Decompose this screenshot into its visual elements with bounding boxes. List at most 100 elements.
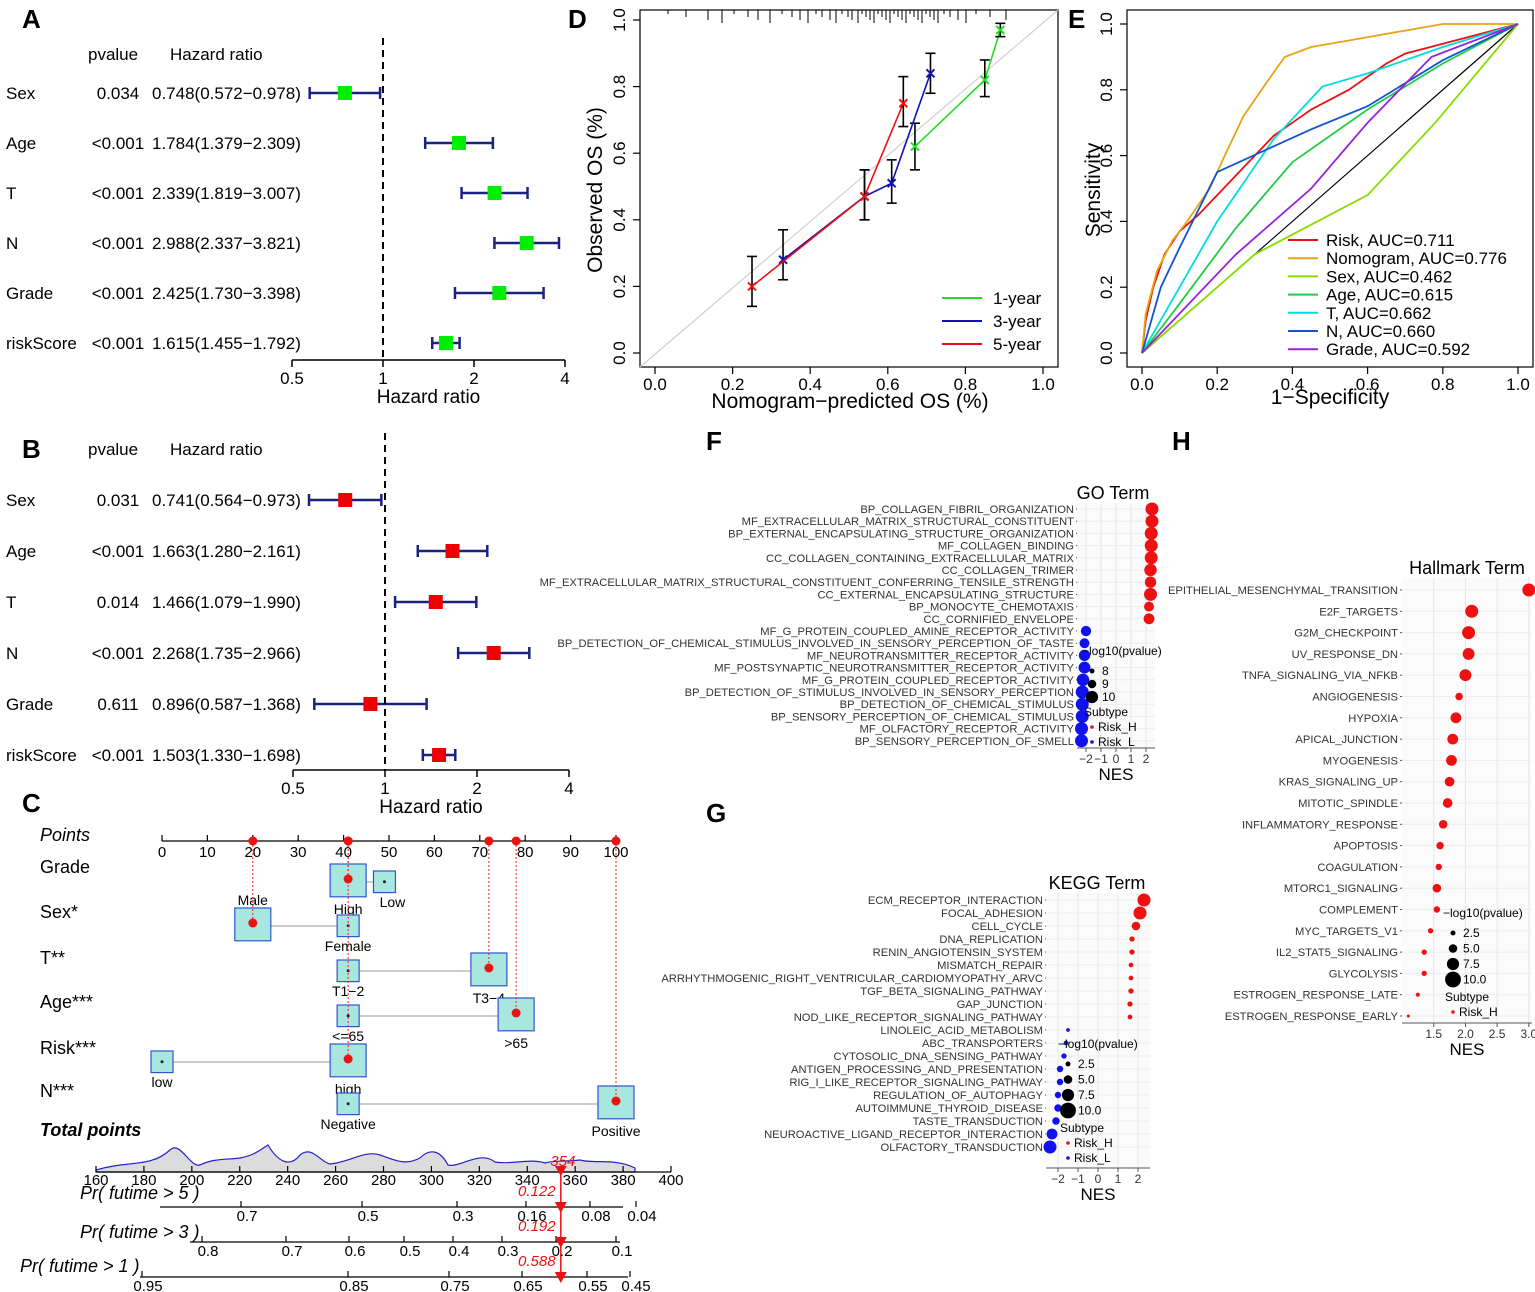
series-line: [782, 73, 932, 261]
plot-frame: [1126, 9, 1534, 368]
row-pvalue: <0.001: [92, 134, 144, 153]
calibration-point: [925, 68, 936, 78]
term-dot: [1436, 841, 1444, 850]
row-pvalue: <0.001: [92, 746, 144, 765]
size-legend-dot: [1448, 944, 1458, 953]
term-dot: [1442, 798, 1453, 808]
term-dot: [1144, 576, 1157, 588]
legend-label: T, AUC=0.662: [1326, 304, 1431, 323]
row-label: Grade: [6, 284, 53, 303]
row-hr-text: 2.988(2.337−3.821): [152, 234, 301, 253]
prob-tick-label: 0.55: [578, 1278, 607, 1292]
total-tick-label: 400: [658, 1172, 683, 1189]
points-label: Points: [40, 825, 90, 845]
term-label: BP_DETECTION_OF_CHEMICAL_STIMULUS: [840, 699, 1074, 711]
term-label: KRAS_SIGNALING_UP: [1279, 777, 1398, 789]
term-dot: [1043, 1140, 1057, 1154]
plot-frame: [639, 9, 1059, 368]
prob-value-label: 0.588: [518, 1253, 556, 1270]
prob-tick-label: 0.16: [517, 1208, 546, 1225]
size-legend-label: 2.5: [1078, 1057, 1095, 1071]
total-value-label: 354: [550, 1153, 575, 1170]
y-axis-title: Sensitivity: [1082, 142, 1105, 237]
term-label: IL2_STAT5_SIGNALING: [1276, 947, 1398, 959]
level-center: [346, 1102, 350, 1106]
size-legend-label: 5.0: [1463, 942, 1480, 956]
points-tick-label: 40: [335, 844, 352, 861]
points-tick-label: 70: [471, 844, 488, 861]
hr-point: [338, 493, 353, 507]
term-label: CC_EXTERNAL_ENCAPSULATING_STRUCTURE: [817, 589, 1074, 601]
term-label: EPITHELIAL_MESENCHYMAL_TRANSITION: [1168, 585, 1398, 597]
term-label: RENIN_ANGIOTENSIN_SYSTEM: [873, 947, 1043, 959]
row-label: Sex: [6, 491, 36, 510]
term-label: ANTIGEN_PROCESSING_AND_PRESENTATION: [791, 1064, 1043, 1076]
term-dot: [1075, 685, 1089, 699]
size-legend-label: 8: [1102, 664, 1109, 678]
y-axis-title: Observed OS (%): [584, 107, 607, 273]
x-tick-label: 2.0: [1457, 1027, 1474, 1041]
term-label: BP_MONOCYTE_CHEMOTAXIS: [909, 602, 1074, 614]
level-center: [160, 1060, 164, 1064]
roc-plot-e: 0.0 0.2 0.4 0.6 0.8 1.0 0.0 0.2 0.4 0.6 0.8 1.0 1−Sp…: [1082, 9, 1534, 409]
term-dot: [1127, 1001, 1133, 1007]
term-dot: [1446, 755, 1457, 766]
size-legend-label: 10: [1102, 690, 1116, 704]
total-tick-label: 280: [371, 1172, 396, 1189]
roc-curve: [1141, 23, 1519, 354]
selected-point: [484, 963, 494, 973]
term-label: APOPTOSIS: [1334, 841, 1398, 853]
series-line: [914, 29, 1002, 148]
term-label: CELL_CYCLE: [971, 921, 1043, 933]
x-tick-label: 0.5: [281, 779, 305, 798]
term-dot: [1075, 709, 1089, 723]
term-label: MITOTIC_SPINDLE: [1298, 798, 1398, 810]
variable-label: T**: [40, 948, 65, 968]
size-legend-dot: [1061, 1088, 1075, 1102]
x-tick-label: 0.6: [1356, 375, 1380, 394]
x-tick-label: 0.8: [1431, 375, 1455, 394]
row-pvalue: 0.034: [97, 84, 140, 103]
term-label: MF_EXTRACELLULAR_MATRIX_STRUCTURAL_CONST…: [540, 577, 1074, 589]
y-tick-label: 0.2: [610, 275, 629, 299]
term-label: COMPLEMENT: [1319, 905, 1398, 917]
x-tick-label: 0.4: [1281, 375, 1305, 394]
y-tick-label: 1.0: [610, 8, 629, 32]
prob-tick-label: 0.5: [358, 1208, 379, 1225]
term-label: DNA_REPLICATION: [939, 934, 1043, 946]
variable-label: Grade: [40, 857, 90, 877]
variable-label: N***: [40, 1081, 74, 1101]
hr-point: [438, 336, 453, 350]
size-legend-label: 10.0: [1078, 1104, 1102, 1118]
term-dot: [1128, 975, 1134, 981]
subtype-legend-label: Risk_H: [1098, 720, 1137, 734]
prob-value-label: 0.192: [518, 1218, 556, 1235]
hr-point: [451, 136, 466, 150]
level-label: Positive: [591, 1123, 640, 1139]
variable-label: Sex*: [40, 902, 78, 922]
term-dot: [1078, 661, 1091, 674]
y-tick-label: 1.0: [1097, 12, 1116, 36]
total-tick-label: 360: [563, 1172, 588, 1189]
term-dot: [1127, 1014, 1133, 1020]
y-tick-label: 0.4: [610, 208, 629, 232]
pvalue-header: pvalue: [88, 45, 138, 64]
points-tick-label: 90: [562, 844, 579, 861]
term-dot: [1145, 502, 1159, 516]
term-label: UV_RESPONSE_DN: [1292, 649, 1398, 661]
prob-tick-label: 0.7: [282, 1243, 303, 1260]
x-tick-label: 0.2: [721, 375, 745, 394]
y-tick-label: 0.6: [610, 141, 629, 165]
term-label: MISMATCH_REPAIR: [937, 960, 1043, 972]
total-tick-label: 180: [131, 1172, 156, 1189]
term-label: MYOGENESIS: [1323, 755, 1398, 767]
prob-tick-label: 0.65: [513, 1278, 542, 1292]
points-tick-label: 80: [517, 844, 534, 861]
total-tick-label: 260: [323, 1172, 348, 1189]
row-hr-text: 1.615(1.455−1.792): [152, 334, 301, 353]
term-dot: [1144, 551, 1158, 565]
forest-plot-b: pvalue Hazard ratio Sex 0.031 0.741(0.564−0.…: [6, 433, 574, 818]
hr-point: [492, 286, 507, 300]
term-label: MF_POSTSYNAPTIC_NEUROTRANSMITTER_RECEPTO…: [714, 663, 1074, 675]
